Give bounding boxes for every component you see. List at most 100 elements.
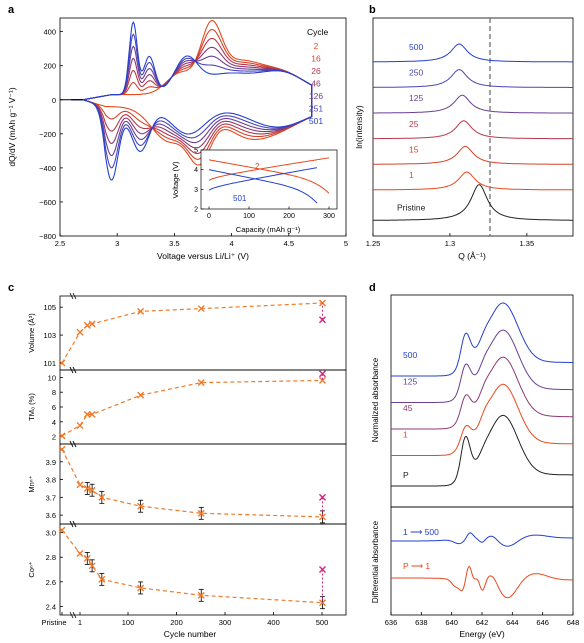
xas-curve-P [391,414,573,487]
inset-label-2: 2 [255,162,260,171]
data-point-x-marker [88,486,96,494]
inset-ytick-label: 3 [194,187,198,194]
panel-a-letter: a [8,4,15,16]
inset-xtick-label: 0 [207,213,211,220]
c-ylabel: TM₀ (%) [27,393,36,421]
panel-a: a 2 16 26 46 126 251 501 Cycle Voltage versus … [7,4,348,261]
c-ytick-label: 2.6 [46,578,56,587]
d-xtick-label: 648 [567,618,580,627]
axis-break-mark [69,520,74,528]
c-xtick-label: 300 [219,618,232,627]
data-point-x-marker [88,562,96,570]
data-point-x-marker [76,422,84,429]
data-point-x-marker [88,320,96,328]
xrd-curve-1 [373,171,573,191]
panel-b-letter: b [369,4,376,16]
data-point-x-marker [137,307,145,315]
axis-break-mark [69,292,74,300]
panel-b: b 500 250 125 25 15 1 Pristine 1.25 1.3 1.35 Q (… [354,4,574,261]
c-trend-line [61,449,323,518]
panel-d-xlabel: Energy (eV) [459,629,505,639]
c-ytick-label: 3.6 [46,511,56,520]
a-ytick-label: −600 [39,198,56,207]
d-xtick-label: 638 [415,618,428,627]
c-ytick-label: 2.4 [46,602,56,611]
inset-curve-cycle-501-discharge [208,169,318,204]
subplot-1: 2 4 6 8 10 TM₀ (%) [27,366,347,448]
panel-c-xlabel: Cycle number [164,629,217,639]
c-ytick-label: 6 [52,403,56,412]
axis-break-mark [69,366,74,374]
c-ylabel: Volume (Å³) [27,313,36,353]
xrd-label-1: 1 [409,170,414,180]
panel-d-ylabel-top: Normalized absorbance [371,357,380,442]
a-ytick-label: 200 [43,62,56,71]
panel-a-xlabel: Voltage versus Li/Li⁺ (V) [157,251,249,261]
d-xtick-label: 646 [536,618,549,627]
xrd-label-500: 500 [409,42,423,52]
legend-entry-501: 501 [309,116,323,126]
data-point-x-marker [318,376,326,384]
subplot-2: 3.6 3.7 3.8 3.9 Mnⁿ⁺ [27,440,347,528]
inset-xtick-label: 100 [243,213,255,220]
data-point-x-marker [197,591,205,599]
xas-curve-125 [391,329,573,403]
panel-b-ylabel: ln(intensity) [354,105,364,149]
xas-label-1: 1 [403,430,408,440]
inset-curve-cycle-2-discharge [208,159,330,194]
xrd-curve-15 [373,145,573,165]
axis-break-mark [72,366,77,374]
data-point-x-marker [318,599,326,607]
a-ytick-label: −400 [39,164,56,173]
data-point-x-marker [76,481,84,489]
diff-curve-0 [391,532,573,547]
xas-curve-45 [391,356,573,430]
c-ytick-label: 2 [52,433,56,442]
xrd-label-25: 25 [409,119,419,129]
a-xtick-label: 5 [344,239,348,248]
panel-a-ylabel: dQ/dV (mAh g⁻¹ V⁻¹) [7,87,17,167]
b-xtick-label: 1.25 [366,239,381,248]
xrd-curve-25 [373,120,574,140]
extra-data-point [318,316,326,324]
xas-label-45: 45 [403,403,413,413]
c-xtick-label: 200 [170,618,183,627]
extra-data-point [318,566,326,573]
panel-c-letter: c [8,282,14,294]
panel-a-frame [59,17,347,237]
inset-ytick-label: 5 [194,148,198,155]
inset-frame [200,149,338,210]
data-point-x-marker [98,575,106,583]
subplot-3: 2.4 2.6 2.8 3.0 Coⁿ⁺ [27,520,347,619]
c-trend-line [61,529,323,604]
subplot-frame [59,523,347,616]
dqdv-curve-cycle-2 [71,19,313,166]
data-point-x-marker [137,391,145,399]
b-xtick-label: 1.35 [520,239,535,248]
data-point-x-marker [58,526,66,534]
xas-curve-1 [391,383,573,456]
panel-d: d 500 125 45 1 P 636 638 640 642 644 646 648 Energ… [369,282,579,639]
xrd-curve-250 [373,69,573,88]
c-ytick-label: 10 [48,373,56,382]
panel-b-xlabel: Q (Å⁻¹) [458,251,486,261]
data-point-x-marker [98,493,106,501]
legend-entry-16: 16 [311,54,321,64]
b-xtick-label: 1.3 [445,239,455,248]
d-xtick-label: 640 [445,618,458,627]
xrd-label-125: 125 [409,93,423,103]
panel-b-frame [372,17,574,237]
inset-xtick-label: 200 [283,213,295,220]
data-point-x-marker [58,359,66,367]
d-xtick-label: 644 [506,618,519,627]
dqdv-curve-cycle-501 [71,20,313,181]
c-ytick-label: 8 [52,388,56,397]
data-point-x-marker [197,509,205,517]
c-ytick-label: 101 [43,359,56,368]
xrd-curve-500 [373,43,573,63]
data-point-x-marker [58,432,66,440]
xas-label-125: 125 [403,377,417,387]
c-ytick-label: 4 [52,418,56,427]
